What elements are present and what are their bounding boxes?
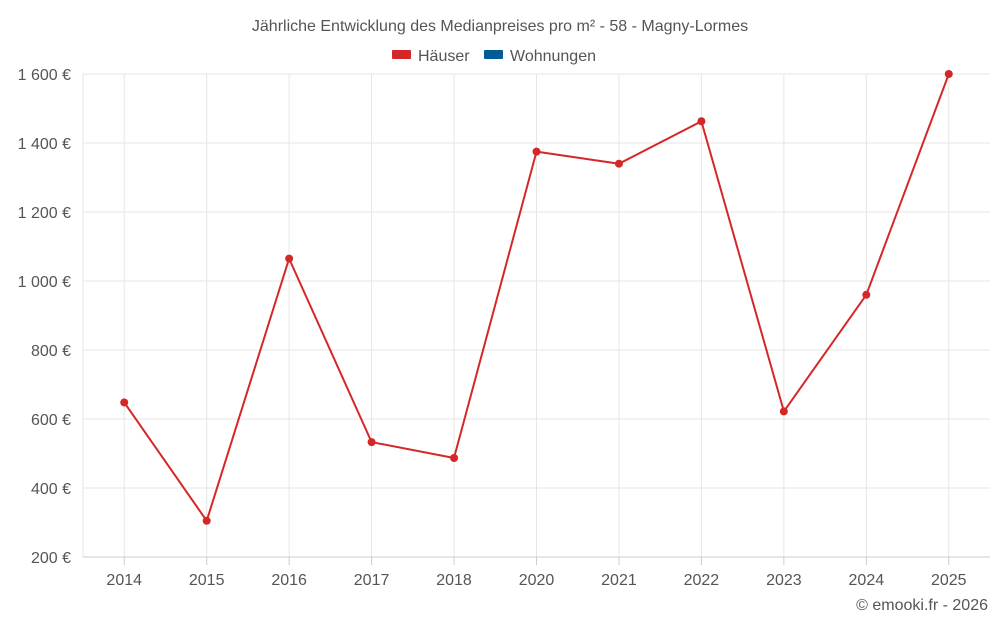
y-tick-label: 1 600 € [18, 67, 71, 84]
chart-title: Jährliche Entwicklung des Medianpreises … [252, 18, 748, 35]
x-tick-label: 2017 [354, 572, 390, 589]
legend-label-houses: Häuser [418, 48, 470, 65]
data-point-2015[interactable] [203, 517, 211, 525]
data-point-2022[interactable] [697, 117, 705, 125]
x-tick-label: 2023 [766, 572, 802, 589]
y-tick-label: 200 € [31, 550, 71, 567]
data-point-2014[interactable] [120, 398, 128, 406]
data-point-2021[interactable] [615, 160, 623, 168]
legend-item-apartments[interactable]: Wohnungen [484, 48, 596, 65]
legend-swatch-apartments [484, 50, 503, 59]
x-tick-label: 2014 [106, 572, 142, 589]
y-tick-label: 800 € [31, 343, 71, 360]
x-tick-label: 2022 [684, 572, 720, 589]
x-tick-label: 2024 [849, 572, 885, 589]
data-point-2024[interactable] [862, 291, 870, 299]
data-point-2017[interactable] [368, 438, 376, 446]
data-point-2025[interactable] [945, 70, 953, 78]
data-point-2018[interactable] [450, 454, 458, 462]
data-point-2023[interactable] [780, 407, 788, 415]
x-tick-label: 2015 [189, 572, 225, 589]
legend-label-apartments: Wohnungen [510, 48, 596, 65]
y-tick-label: 1 000 € [18, 274, 71, 291]
y-axis: 200 € 400 € 600 € 800 € 1 000 € 1 200 € 1 400 … [18, 67, 71, 567]
data-point-2020[interactable] [533, 148, 541, 156]
x-tick-label: 2016 [271, 572, 307, 589]
credit-text: © emooki.fr - 2026 [856, 597, 988, 614]
y-tick-label: 600 € [31, 412, 71, 429]
x-tick-label: 2020 [519, 572, 555, 589]
legend-swatch-houses [392, 50, 411, 59]
y-tick-label: 1 400 € [18, 136, 71, 153]
x-tick-label: 2018 [436, 572, 472, 589]
data-point-2016[interactable] [285, 255, 293, 263]
y-tick-label: 400 € [31, 481, 71, 498]
x-tick-label: 2025 [931, 572, 967, 589]
x-axis: 2014 2015 2016 2017 2018 2020 2021 2022 2023 2024… [83, 557, 990, 589]
legend: Häuser Wohnungen [392, 48, 596, 65]
x-tick-label: 2021 [601, 572, 637, 589]
legend-item-houses[interactable]: Häuser [392, 48, 470, 65]
y-tick-label: 1 200 € [18, 205, 71, 222]
